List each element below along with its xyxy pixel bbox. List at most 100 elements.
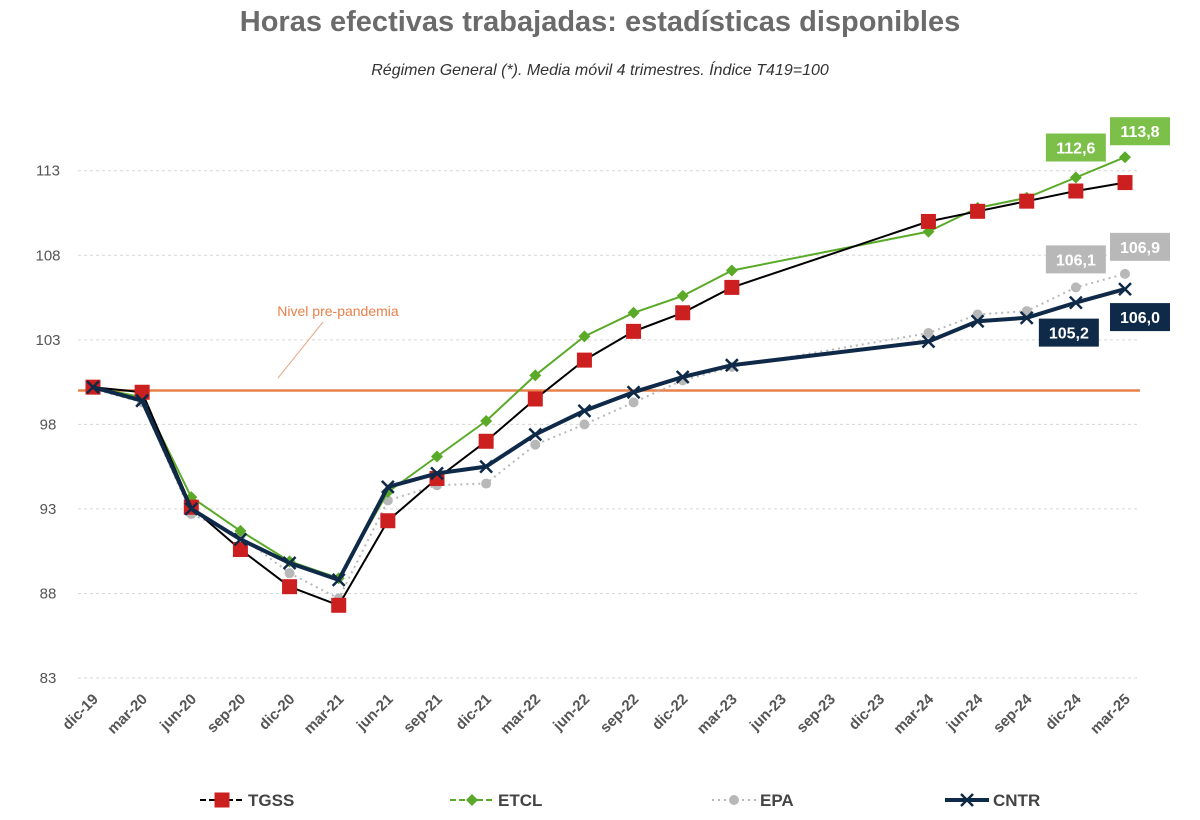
data-point [530, 439, 541, 450]
x-tick-label: jun-20 [156, 691, 200, 735]
data-point [578, 330, 591, 343]
data-point [579, 419, 590, 430]
data-point [960, 793, 974, 807]
data-point [478, 433, 494, 449]
data-point [675, 305, 691, 321]
series-tgss [85, 175, 1133, 613]
data-point [86, 380, 100, 395]
x-tick-label: dic-19 [59, 691, 102, 734]
data-point [1069, 171, 1082, 184]
data-label: 106,0 [1120, 310, 1160, 327]
data-point [232, 541, 248, 557]
y-tick-label: 108 [35, 247, 60, 264]
series-line-etcl [92, 156, 1126, 580]
y-tick-label: 98 [40, 416, 57, 433]
x-tick-label: dic-20 [256, 691, 299, 734]
x-tick-label: mar-25 [1087, 691, 1134, 738]
data-point [920, 213, 936, 229]
data-point [1068, 295, 1083, 310]
data-label-etcl: 113,8 [1110, 117, 1170, 146]
data-label-cntr: 106,0 [1110, 303, 1170, 332]
data-point [1068, 183, 1084, 199]
data-label: 112,6 [1056, 140, 1095, 157]
data-point [1117, 175, 1133, 191]
data-point [528, 427, 543, 442]
legend-label: EPA [760, 791, 794, 810]
data-point [725, 264, 738, 277]
data-label-cntr: 105,2 [1038, 318, 1099, 347]
data-point [282, 579, 298, 595]
data-label-box [1045, 245, 1106, 274]
data-point [676, 289, 689, 302]
data-point [430, 466, 444, 481]
y-tick-label: 88 [40, 585, 57, 602]
legend-item-etcl: ETCL [450, 791, 542, 810]
data-point [1019, 193, 1035, 209]
data-point [282, 556, 297, 570]
data-point [431, 450, 443, 463]
x-tick-label: jun-21 [353, 691, 397, 735]
legend-item-epa: EPA [712, 791, 794, 810]
x-tick-label: sep-21 [400, 691, 446, 737]
series-cntr [86, 282, 1132, 587]
data-point [626, 323, 642, 339]
legend-item-tgss: TGSS [200, 791, 294, 810]
data-point [675, 370, 690, 384]
data-point [921, 334, 936, 349]
data-point [234, 524, 247, 537]
data-point [1019, 310, 1034, 325]
data-point [1119, 151, 1131, 164]
data-point [1070, 282, 1081, 293]
data-label-box [1110, 232, 1170, 261]
data-point [628, 397, 639, 408]
data-point [1118, 282, 1132, 296]
data-point [479, 459, 494, 474]
data-point [380, 480, 395, 494]
data-point [970, 314, 985, 329]
x-tick-label: dic-23 [845, 691, 888, 734]
data-point [284, 568, 295, 579]
data-label-box [1038, 318, 1099, 347]
data-label: 106,1 [1056, 252, 1096, 269]
x-tick-label: jun-24 [942, 690, 986, 734]
y-tick-label: 83 [40, 670, 57, 687]
data-point [481, 478, 492, 489]
data-point [380, 513, 396, 529]
data-label-epa: 106,9 [1110, 232, 1170, 261]
data-label-box [1110, 117, 1170, 146]
data-point [970, 203, 986, 219]
legend-item-cntr: CNTR [945, 791, 1040, 810]
x-tick-label: dic-22 [649, 691, 692, 734]
data-label: 106,9 [1120, 240, 1160, 257]
data-point [184, 502, 199, 516]
data-point [923, 328, 934, 339]
x-tick-label: mar-22 [497, 691, 544, 738]
data-point [724, 358, 739, 373]
data-point [214, 792, 230, 808]
x-tick-label: dic-21 [452, 691, 495, 734]
data-point [331, 573, 346, 587]
data-point [331, 597, 347, 613]
data-point [135, 393, 150, 408]
chart-subtitle: Régimen General (*). Media móvil 4 trime… [371, 62, 829, 79]
chart-title: Horas efectivas trabajadas: estadísticas… [239, 6, 961, 38]
y-tick-label: 103 [35, 332, 60, 349]
legend-label: ETCL [498, 791, 542, 810]
data-point [576, 352, 592, 368]
legend-label: TGSS [248, 791, 294, 810]
x-tick-label: mar-23 [694, 691, 741, 738]
x-tick-label: jun-22 [549, 691, 593, 735]
data-point [1120, 268, 1130, 279]
data-point [577, 403, 592, 418]
x-tick-label: jun-23 [746, 691, 790, 735]
data-label: 105,2 [1049, 326, 1089, 343]
x-tick-label: mar-21 [301, 691, 348, 738]
y-tick-label: 113 [36, 163, 60, 180]
data-point [724, 279, 740, 295]
reference-leader-line [277, 321, 324, 379]
data-point [626, 385, 641, 400]
data-label-box [1045, 133, 1106, 162]
data-label-box [1110, 303, 1170, 332]
